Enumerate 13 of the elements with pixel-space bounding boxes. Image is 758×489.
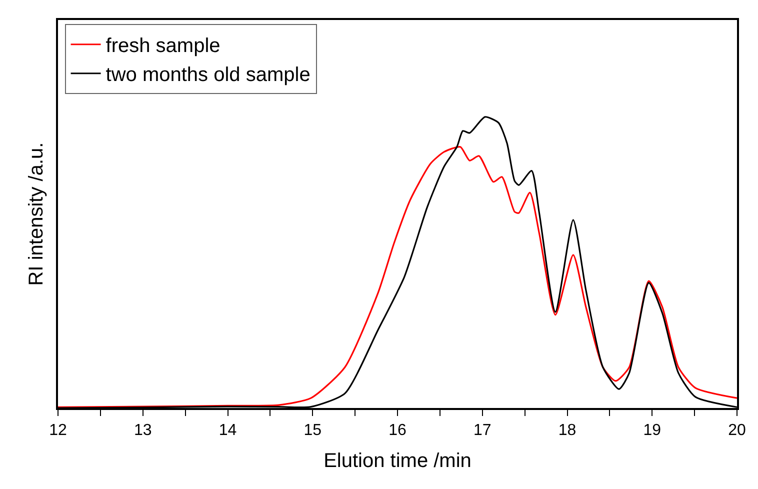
y-axis-title: RI intensity /a.u. [25, 142, 48, 286]
x-tick-label: 13 [134, 422, 152, 439]
x-tick-label: 19 [643, 422, 662, 439]
x-tick-label: 20 [728, 422, 746, 439]
x-tick-label: 16 [388, 422, 406, 439]
x-tick-label: 15 [304, 422, 322, 439]
x-tick-label: 17 [473, 422, 492, 439]
x-tick-label: 12 [49, 422, 67, 439]
legend-label: fresh sample [106, 35, 220, 58]
x-tick-label: 14 [218, 422, 237, 439]
legend-label: two months old sample [106, 64, 310, 86]
x-tick-label: 18 [558, 422, 576, 439]
x-axis-title: Elution time /min [324, 450, 472, 472]
